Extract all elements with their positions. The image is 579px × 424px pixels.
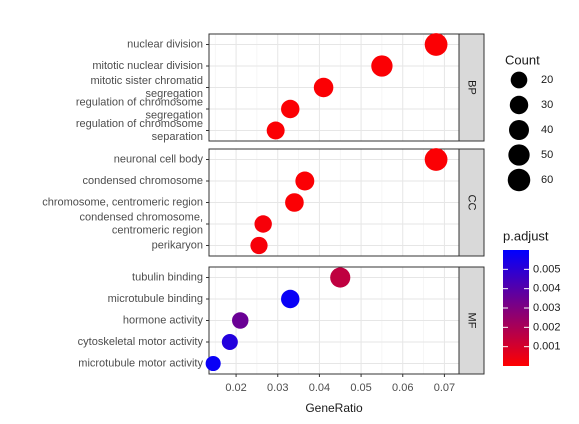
panel-bp: BP nuclear division mitotic nuclear divisi…: [76, 33, 485, 143]
y-tick-label: nuclear division: [127, 39, 203, 51]
x-axis: 0.02 0.03 0.04 0.05 0.06 0.07: [225, 374, 455, 394]
facet-strip-label: CC: [466, 195, 478, 211]
y-tick-label: neuronal cell body: [114, 154, 204, 166]
color-bar-label: 0.005: [533, 263, 561, 275]
size-legend-label: 20: [541, 74, 553, 86]
color-legend: p.adjust 0.001 0.002 0.003 0.004 0.005: [503, 229, 561, 366]
size-legend-key: [508, 144, 530, 166]
data-point: [313, 77, 334, 98]
data-point: [250, 236, 268, 255]
y-tick-label: microtubule binding: [108, 293, 203, 305]
facet-strip-label: BP: [466, 80, 478, 95]
data-point: [424, 33, 448, 56]
data-point: [266, 121, 285, 140]
size-legend-title: Count: [505, 53, 540, 68]
y-tick-label: condensed chromosome,: [79, 212, 203, 224]
y-tick-label: regulation of chromosome: [76, 97, 203, 109]
data-point: [232, 312, 249, 329]
data-point: [285, 193, 304, 212]
y-tick-label: regulation of chromosome: [76, 118, 203, 130]
y-tick-label: separation: [152, 131, 203, 143]
x-tick-label: 0.06: [392, 382, 413, 394]
panels-layer: BP nuclear division mitotic nuclear divisi…: [42, 33, 485, 375]
x-tick-label: 0.03: [267, 382, 288, 394]
size-legend-key: [510, 71, 528, 89]
y-tick-label: chromosome, centromeric region: [42, 197, 203, 209]
data-point: [295, 171, 315, 191]
panel-cc: CC neuronal cell body condensed chromosome…: [42, 148, 485, 257]
facet-strip: [458, 148, 485, 257]
size-legend-label: 40: [541, 124, 553, 136]
data-point: [254, 215, 272, 233]
color-bar-label: 0.001: [533, 341, 561, 353]
y-tick-label: tubulin binding: [132, 272, 203, 284]
x-axis-title: GeneRatio: [305, 401, 363, 415]
y-tick-label: segregation: [146, 88, 204, 100]
y-tick-label: mitotic nuclear division: [92, 60, 203, 72]
data-point: [330, 267, 351, 288]
facet-strip: [458, 266, 485, 375]
data-point: [221, 333, 238, 351]
y-tick-label: perikaryon: [152, 240, 203, 252]
size-legend-key: [507, 168, 531, 192]
color-legend-title: p.adjust: [503, 229, 549, 244]
color-bar-label: 0.004: [533, 283, 561, 295]
y-tick-label: cytoskeletal motor activity: [78, 336, 204, 348]
data-point: [281, 99, 300, 119]
y-tick-label: mitotic sister chromatid: [91, 75, 203, 87]
y-tick-label: condensed chromosome: [83, 175, 203, 187]
data-point: [205, 355, 221, 372]
data-point: [281, 289, 300, 309]
data-point: [424, 148, 448, 171]
x-tick-label: 0.05: [350, 382, 371, 394]
y-tick-label: segregation: [146, 110, 204, 122]
data-point: [371, 55, 393, 77]
color-bar-label: 0.003: [533, 302, 561, 314]
size-legend-label: 60: [541, 174, 553, 186]
size-legend-key: [509, 120, 529, 140]
y-tick-label: microtubule motor activity: [78, 358, 203, 370]
facet-strip: [458, 33, 485, 142]
color-bar-label: 0.002: [533, 321, 561, 333]
x-tick-label: 0.04: [309, 382, 330, 394]
size-legend-label: 50: [541, 149, 553, 161]
y-tick-label: hormone activity: [123, 315, 204, 327]
x-tick-label: 0.02: [225, 382, 246, 394]
panel-mf: MF tubulin binding microtubule binding horm…: [78, 266, 485, 375]
y-tick-label: centromeric region: [112, 225, 203, 237]
facet-strip-label: MF: [466, 313, 478, 329]
size-legend-key: [509, 95, 529, 115]
size-legend-label: 30: [541, 99, 553, 111]
x-tick-label: 0.07: [434, 382, 455, 394]
